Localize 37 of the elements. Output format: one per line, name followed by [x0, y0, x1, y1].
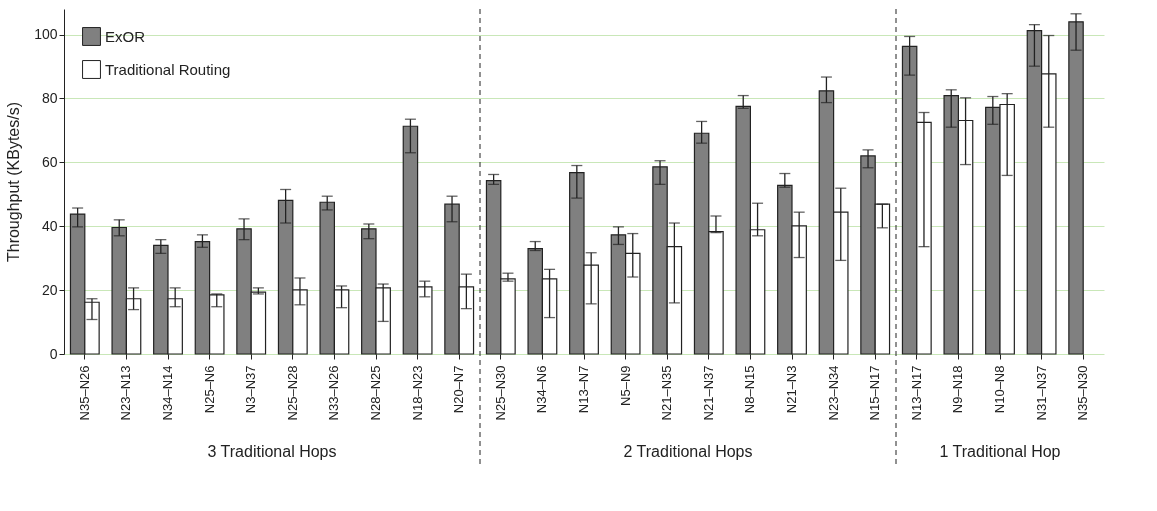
x-tick-label: N3–N37: [243, 365, 259, 414]
x-tick-label: N13–N7: [576, 365, 591, 414]
x-tick-label: N34–N6: [534, 365, 550, 414]
x-tick-label: N5–N9: [617, 365, 633, 406]
x-tick-label: N9–N18: [950, 365, 966, 414]
x-tick-label: N8–N15: [742, 365, 758, 414]
y-tick-label: 80: [41, 89, 58, 106]
x-tick-label: N31–N37: [1033, 365, 1049, 421]
y-tick-label: 0: [49, 345, 58, 362]
x-tick-label: N21–N3: [784, 365, 799, 414]
x-tick-label: N10–N8: [992, 365, 1007, 414]
y-tick-label: 100: [34, 26, 58, 43]
x-tick-label: N33–N26: [326, 365, 342, 421]
y-tick-label: 40: [41, 217, 58, 234]
x-tick-label: N20–N7: [451, 365, 467, 414]
text: 3 Traditional Hops: [207, 443, 337, 460]
x-tick-label: N25–N30: [492, 365, 508, 421]
y-tick-label: 20: [41, 281, 58, 298]
legend-label: Traditional Routing: [105, 60, 231, 78]
x-tick-label: N23–N13: [118, 365, 134, 421]
x-tick-label: N25–N6: [201, 365, 217, 414]
x-tick-label: N34–N14: [160, 365, 175, 421]
y-tick-label: 60: [41, 153, 58, 170]
x-tick-label: N15–N17: [867, 365, 883, 421]
x-tick-label: N23–N34: [825, 365, 841, 421]
x-tick-label: N25–N28: [284, 365, 300, 421]
x-tick-label: N21–N35: [659, 365, 675, 421]
x-tick-label: N13–N17: [908, 365, 924, 421]
x-tick-label: N18–N23: [409, 365, 425, 421]
x-tick-label: N35–N26: [76, 365, 92, 421]
x-tick-label: N21–N37: [700, 365, 716, 421]
y-axis-title: Throughput (KBytes/s): [5, 101, 23, 263]
text: 1 Traditional Hop: [939, 443, 1061, 460]
legend-label: ExOR: [105, 27, 146, 45]
x-tick-label: N28–N25: [368, 365, 383, 421]
x-tick-label: N35–N30: [1075, 365, 1091, 421]
text: 2 Traditional Hops: [623, 443, 753, 460]
